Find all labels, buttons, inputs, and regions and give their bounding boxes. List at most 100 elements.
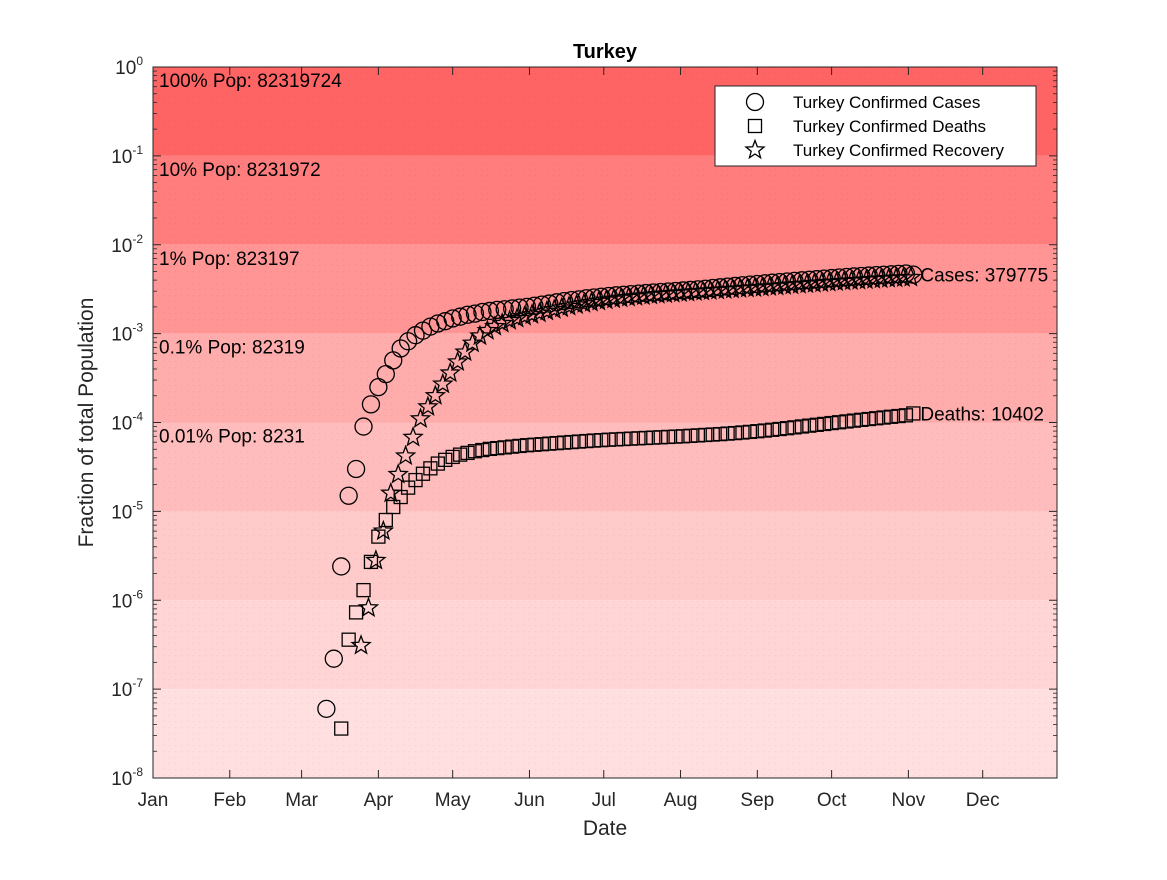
recovery-marker (521, 303, 543, 324)
recovery-marker (498, 309, 521, 330)
y-tick-exponent: -2 (132, 232, 143, 246)
deaths-marker (631, 431, 646, 446)
cases-marker (480, 301, 499, 321)
deaths-marker (809, 417, 824, 432)
cases-end-label: Cases: 379775 (920, 266, 1048, 287)
recovery-marker (379, 481, 402, 503)
recovery-marker (588, 289, 610, 311)
deaths-marker (601, 432, 616, 447)
deaths-marker (527, 437, 542, 452)
recovery-marker (365, 549, 387, 570)
deaths-marker (542, 436, 557, 451)
deaths-marker (824, 415, 839, 431)
plot-area-texture (153, 67, 1057, 778)
y-tick-base: 10 (111, 325, 132, 346)
deaths-marker (646, 430, 661, 445)
recovery-marker (558, 295, 580, 316)
x-tick-label: Feb (213, 790, 246, 811)
recovery-marker (476, 319, 499, 340)
population-band-label: 10% Pop: 8231972 (159, 160, 321, 181)
deaths-marker (883, 409, 899, 424)
recovery-marker (573, 292, 595, 313)
deaths-marker (831, 415, 847, 430)
recovery-marker (543, 298, 566, 319)
x-tick-label: Mar (285, 790, 318, 811)
deaths-marker (608, 432, 624, 447)
deaths-marker (460, 445, 475, 461)
legend-entry-label: Turkey Confirmed Cases (793, 93, 980, 112)
cases-marker (450, 307, 470, 326)
y-tick-exponent: -1 (132, 143, 143, 157)
deaths-marker (653, 430, 668, 445)
deaths-marker (586, 433, 602, 448)
legend-entry-label: Turkey Confirmed Deaths (793, 117, 986, 136)
y-axis-title: Fraction of total Population (75, 298, 98, 548)
deaths-marker (802, 418, 817, 433)
recovery-marker (402, 426, 424, 447)
legend-entry-label: Turkey Confirmed Recovery (793, 141, 1004, 160)
deaths-marker (846, 413, 862, 428)
recovery-marker (387, 463, 409, 484)
deaths-marker (861, 411, 876, 427)
deaths-marker (661, 429, 676, 445)
recovery-marker (536, 300, 558, 321)
recovery-marker (892, 266, 915, 288)
deaths-marker (906, 406, 921, 421)
recovery-marker (483, 315, 506, 336)
x-tick-label: Jun (514, 790, 545, 811)
x-tick-label: Aug (664, 790, 698, 811)
deaths-marker (571, 434, 587, 449)
y-tick-exponent: -8 (132, 765, 143, 779)
deaths-marker (430, 456, 445, 471)
recovery-marker (900, 266, 922, 287)
deaths-marker (891, 408, 906, 424)
recovery-marker (394, 444, 417, 466)
y-tick-label: 10-4 (111, 410, 143, 435)
cases-marker (436, 312, 455, 331)
x-tick-label: Jul (592, 790, 616, 811)
deaths-marker (698, 427, 713, 443)
y-tick-exponent: -4 (132, 410, 143, 424)
deaths-marker (750, 424, 765, 439)
cases-marker (317, 699, 336, 718)
recovery-marker (350, 634, 372, 655)
deaths-marker (683, 428, 698, 443)
deaths-marker (438, 452, 453, 467)
recovery-marker (424, 384, 447, 405)
recovery-marker (454, 340, 476, 362)
deaths-marker (668, 429, 683, 444)
recovery-marker (491, 312, 514, 333)
y-tick-exponent: 0 (136, 54, 143, 68)
recovery-marker (595, 288, 618, 310)
population-band-label: 1% Pop: 823197 (159, 249, 300, 270)
legend-deaths-marker (747, 118, 763, 134)
deaths-marker (616, 431, 631, 447)
y-tick-label: 10-5 (111, 498, 143, 523)
y-tick-base: 10 (111, 591, 132, 612)
cases-marker (443, 309, 462, 328)
deaths-marker (720, 426, 735, 441)
deaths-marker (482, 441, 497, 457)
axis-ticks: Jan Feb Mar Apr May Jun Jul Aug Sep Oct Nov Dec10-8… (111, 54, 1057, 811)
cases-marker (488, 300, 507, 320)
cases-marker (361, 395, 381, 414)
y-tick-label: 100 (115, 54, 143, 79)
recovery-marker-series (350, 266, 922, 655)
recovery-marker (446, 350, 469, 372)
deaths-marker (415, 466, 431, 481)
deaths-marker (623, 431, 639, 446)
deaths-marker (898, 408, 914, 423)
deaths-marker (490, 440, 505, 456)
y-tick-base: 10 (111, 236, 132, 257)
y-tick-base: 10 (111, 680, 132, 701)
y-tick-exponent: -7 (132, 676, 143, 690)
y-tick-exponent: -3 (132, 321, 143, 335)
deaths-marker (334, 721, 349, 736)
y-tick-label: 10-2 (111, 232, 143, 257)
deaths-marker (817, 416, 832, 432)
deaths-marker (839, 414, 854, 429)
y-tick-exponent: -6 (132, 587, 143, 601)
x-tick-label: Nov (891, 790, 925, 811)
cases-marker (324, 649, 343, 668)
